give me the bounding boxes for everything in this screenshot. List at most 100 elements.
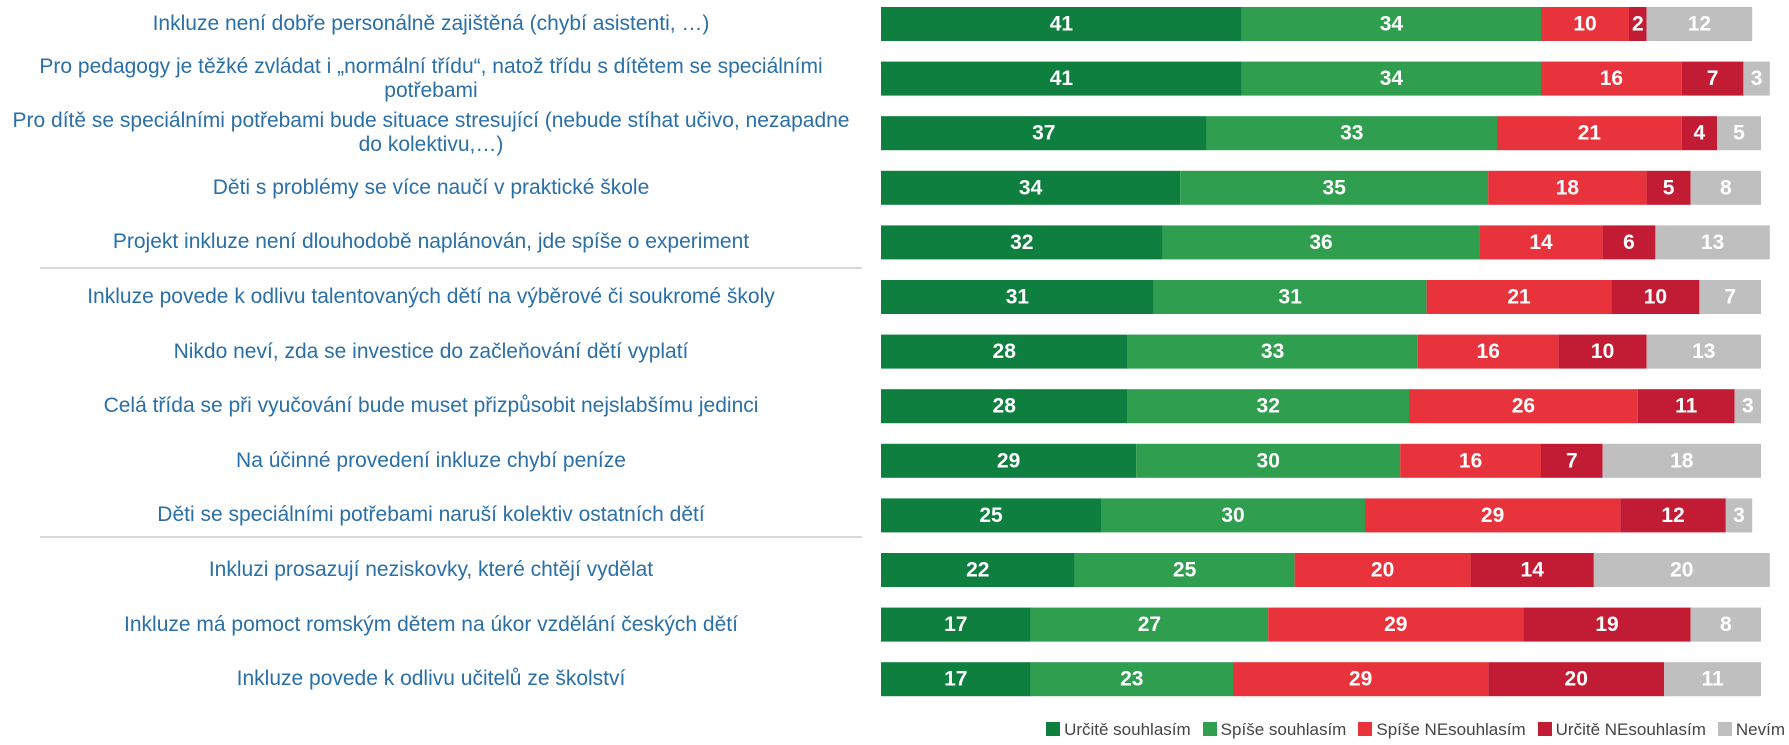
- value-label: 36: [1309, 231, 1332, 254]
- value-label: 21: [1578, 122, 1602, 145]
- bar-segment: [881, 170, 1181, 205]
- bar-segment: [1400, 443, 1541, 478]
- legend-label: Spíše NEsouhlasím: [1376, 720, 1526, 739]
- value-label: 3: [1733, 504, 1745, 527]
- bar-segment: [1637, 389, 1735, 424]
- bar-segment: [1180, 170, 1489, 205]
- bar-segment: [1233, 662, 1489, 697]
- category-label: Na účinné provedení inkluze chybí peníze: [236, 448, 626, 472]
- legend-swatch: [1358, 722, 1373, 736]
- value-label: 10: [1644, 286, 1667, 309]
- bar-segment: [881, 7, 1242, 41]
- bar-segment: [1629, 7, 1647, 41]
- legend-label: Určitě NEsouhlasím: [1555, 720, 1706, 739]
- value-label: 18: [1670, 449, 1694, 472]
- bar-segment: [881, 443, 1137, 478]
- value-label: 31: [1279, 286, 1303, 309]
- bar-segment: [1470, 553, 1594, 587]
- category-label: Pro pedagogy je těžké zvládat i „normáln…: [39, 54, 823, 102]
- bar-segment: [1681, 61, 1744, 96]
- value-label: 20: [1371, 559, 1394, 582]
- bar-segment: [881, 334, 1128, 369]
- value-label: 19: [1595, 613, 1618, 636]
- bar-segment: [881, 498, 1101, 533]
- legend-item: Spíše NEsouhlasím: [1358, 720, 1526, 740]
- bar-segment: [1294, 553, 1471, 587]
- value-label: 14: [1521, 559, 1545, 582]
- bar-segment: [1558, 334, 1647, 369]
- bar-segment: [1136, 443, 1401, 478]
- value-label: 28: [993, 340, 1017, 363]
- value-label: 21: [1507, 286, 1531, 309]
- value-label: 3: [1742, 395, 1754, 418]
- value-label: 3: [1751, 67, 1763, 90]
- bar-segment: [1620, 498, 1726, 533]
- value-label: 14: [1529, 231, 1553, 254]
- bar-segment: [1074, 553, 1295, 587]
- legend-swatch: [1717, 722, 1732, 736]
- value-label: 7: [1724, 286, 1736, 309]
- category-label: Pro dítě se speciálními potřebami bude s…: [12, 109, 850, 157]
- value-label: 27: [1138, 613, 1161, 636]
- value-label: 33: [1340, 122, 1363, 145]
- legend: Určitě souhlasím Spíše souhlasím Spíše NEs…: [1046, 720, 1785, 740]
- bar-segment: [881, 607, 1031, 642]
- category-label: Inkluze není dobře personálně zajištěná …: [152, 12, 710, 35]
- value-label: 4: [1694, 122, 1706, 145]
- value-label: 17: [944, 613, 967, 636]
- category-label: Inkluze povede k odlivu talentovaných dě…: [87, 285, 775, 308]
- bar-segment: [1699, 280, 1761, 314]
- bar-segment: [1717, 116, 1761, 151]
- bar-segment: [1602, 225, 1656, 260]
- bar-segment: [1541, 61, 1682, 96]
- legend-item: Určitě souhlasím: [1046, 720, 1191, 740]
- bar-segment: [881, 116, 1207, 151]
- value-label: 13: [1701, 231, 1724, 254]
- value-label: 10: [1591, 340, 1614, 363]
- bar-segment: [881, 225, 1163, 260]
- value-label: 2: [1632, 13, 1644, 36]
- category-label: Nikdo neví, zda se investice do začleňov…: [173, 339, 689, 363]
- value-label: 28: [993, 395, 1017, 418]
- value-label: 11: [1675, 395, 1698, 418]
- value-label: 16: [1459, 449, 1482, 472]
- value-label: 30: [1221, 504, 1244, 527]
- bar-segment: [1241, 7, 1541, 41]
- bar-segment: [1030, 662, 1233, 697]
- value-label: 20: [1670, 559, 1693, 582]
- value-label: 37: [1032, 122, 1055, 145]
- legend-swatch: [1202, 722, 1217, 736]
- bar-segment: [1743, 61, 1770, 96]
- value-label: 17: [944, 668, 967, 691]
- legend-item: Nevím: [1717, 720, 1785, 740]
- value-label: 34: [1019, 176, 1043, 199]
- bar-segment: [1602, 443, 1761, 478]
- legend-item: Určitě NEsouhlasím: [1537, 720, 1706, 740]
- bar-segment: [1655, 225, 1770, 260]
- legend-swatch: [1046, 722, 1061, 736]
- value-label: 23: [1120, 668, 1143, 691]
- legend-label: Nevím: [1735, 720, 1785, 739]
- value-label: 26: [1512, 395, 1535, 418]
- category-label: Celá třída se při vyučování bude muset p…: [103, 394, 759, 418]
- bar-segment: [1690, 607, 1761, 642]
- bar-segment: [1664, 662, 1761, 697]
- bar-segment: [1725, 498, 1753, 533]
- bar-segment: [1241, 61, 1541, 96]
- bar-segment: [1734, 389, 1761, 424]
- legend-label: Spíše souhlasím: [1220, 720, 1347, 739]
- bar-segment: [1101, 498, 1365, 533]
- bar-segment: [1488, 170, 1647, 205]
- value-label: 32: [1257, 395, 1280, 418]
- value-label: 20: [1565, 668, 1588, 691]
- category-label: Projekt inkluze není dlouhodobě naplánov…: [112, 230, 750, 254]
- bar-segment: [1479, 225, 1603, 260]
- bar-segment: [1523, 607, 1691, 642]
- value-label: 33: [1261, 340, 1284, 363]
- bar-segment: [881, 662, 1031, 697]
- bar-segment: [1646, 170, 1691, 205]
- value-label: 8: [1720, 176, 1732, 199]
- value-label: 16: [1477, 340, 1500, 363]
- value-label: 5: [1733, 122, 1745, 145]
- bar-segment: [881, 61, 1242, 96]
